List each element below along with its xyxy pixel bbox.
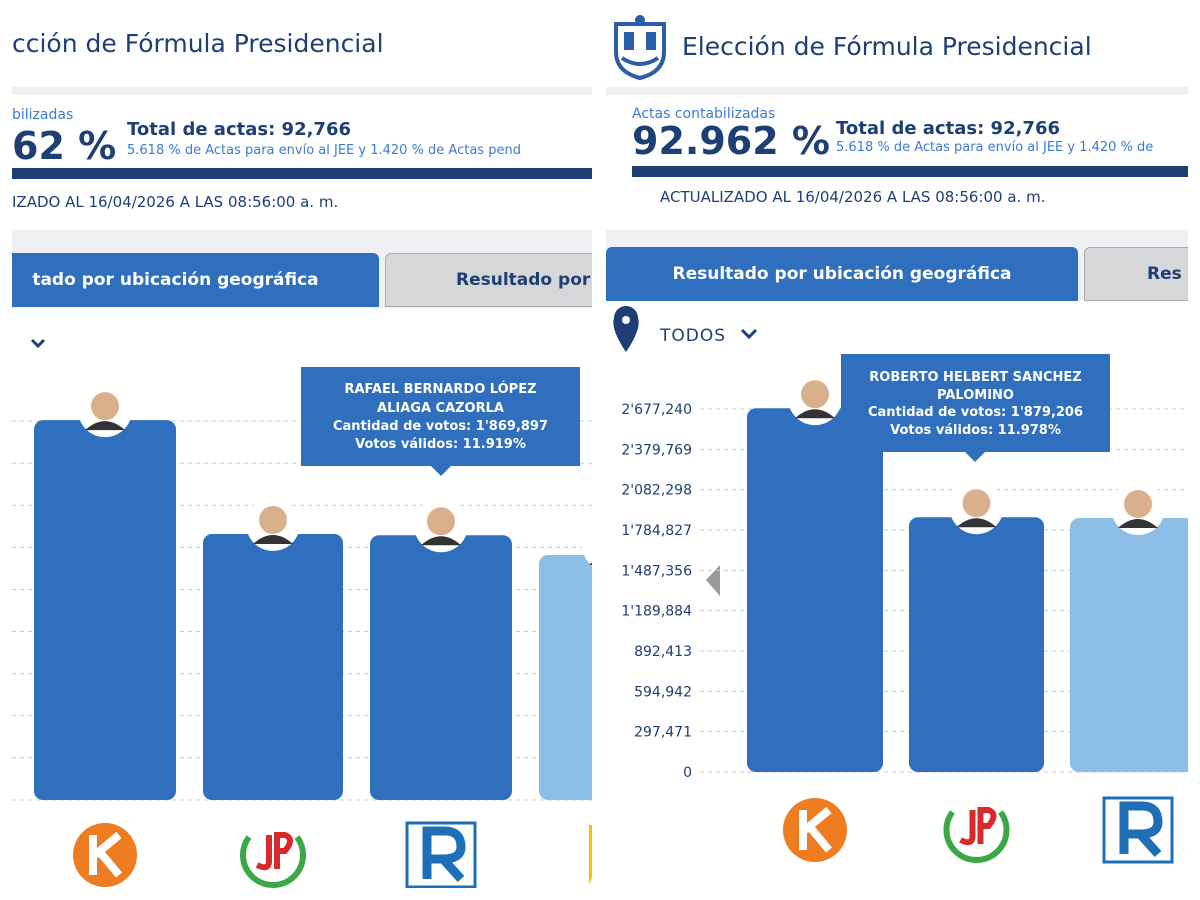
tooltip-line: Votos válidos: 11.978% bbox=[890, 423, 1061, 438]
bar bbox=[1070, 518, 1188, 772]
progress-bar bbox=[632, 166, 1188, 177]
tab-other[interactable]: Resultado por bbox=[385, 253, 592, 307]
progress-bar bbox=[12, 168, 592, 179]
chart: RAFAEL BERNARDO LÓPEZ ALIAGA CAZORLA Canti… bbox=[12, 338, 592, 888]
total-actas: Total de actas: 92,766 bbox=[127, 119, 352, 140]
dropdown-chevron[interactable] bbox=[740, 328, 758, 340]
title: cción de Fórmula Presidencial bbox=[12, 29, 384, 58]
actas-percent: 62 % bbox=[12, 124, 117, 168]
bar bbox=[34, 420, 176, 800]
y-tick-label: 2'379,769 bbox=[621, 442, 692, 458]
candidate-photo-face bbox=[1124, 490, 1152, 519]
y-tick-label: 594,942 bbox=[634, 684, 692, 700]
header bbox=[606, 12, 1188, 87]
bar bbox=[909, 517, 1044, 772]
actas-label: Actas contabilizadas bbox=[632, 106, 776, 122]
tooltip bbox=[301, 367, 580, 466]
candidate-photo-body bbox=[589, 562, 592, 565]
party-logo-mark bbox=[255, 832, 293, 871]
y-tick-label: 1'784,827 bbox=[621, 523, 692, 539]
screen-left: cción de Fórmula Presidencial bilizadas … bbox=[12, 12, 592, 888]
party-logo-mark bbox=[1119, 801, 1163, 858]
updated: IZADO AL 16/04/2026 A LAS 08:56:00 a. m. bbox=[12, 193, 339, 211]
candidate-photo-face bbox=[801, 380, 829, 409]
party-logo bbox=[240, 835, 306, 888]
header bbox=[12, 12, 592, 87]
bar bbox=[747, 408, 883, 772]
bar bbox=[370, 535, 512, 800]
actas-note: 5.618 % de Actas para envío al JEE y 1.4… bbox=[127, 143, 521, 158]
candidate-photo-body bbox=[956, 518, 997, 528]
y-tick-label: 0 bbox=[683, 765, 692, 781]
candidate-photo-body bbox=[795, 409, 835, 419]
tooltip-line: Cantidad de votos: 1'869,897 bbox=[333, 419, 548, 434]
tooltip-line: Votos válidos: 11.919% bbox=[355, 437, 526, 452]
chart: TODOS 0 297,471 594,942 892,413 1'189,884 1'4… bbox=[613, 306, 1188, 864]
location-pin bbox=[613, 306, 639, 352]
bar bbox=[539, 554, 592, 800]
bar bbox=[203, 533, 343, 800]
candidate-photo-face bbox=[427, 507, 455, 536]
party-logo bbox=[589, 825, 592, 885]
actas-card bbox=[606, 95, 1188, 230]
total-actas: Total de actas: 92,766 bbox=[836, 118, 1061, 139]
party-logo bbox=[943, 810, 1010, 863]
tab-other[interactable]: Res bbox=[1084, 247, 1188, 301]
tooltip-line: PALOMINO bbox=[937, 388, 1014, 403]
candidate-photo-body bbox=[1118, 519, 1158, 529]
party-logo-mark bbox=[799, 806, 833, 853]
tooltip bbox=[841, 354, 1110, 452]
dropdown-chevron[interactable] bbox=[30, 338, 46, 349]
tooltip-line: RAFAEL BERNARDO LÓPEZ bbox=[344, 381, 536, 397]
candidate-photo-body bbox=[85, 421, 125, 431]
actas-note: 5.618 % de Actas para envío al JEE y 1.4… bbox=[836, 140, 1154, 155]
candidate-photo-body bbox=[421, 536, 461, 546]
y-tick-label: 297,471 bbox=[634, 725, 692, 741]
tooltip-line: ROBERTO HELBERT SANCHEZ bbox=[869, 370, 1081, 385]
party-logo-mark bbox=[959, 807, 997, 846]
candidate-photo-face bbox=[962, 489, 991, 518]
screen-right: Elección de Fórmula Presidencial Actas c… bbox=[606, 12, 1188, 888]
tooltip-pointer bbox=[965, 452, 985, 462]
scroll-arrow[interactable] bbox=[706, 565, 720, 596]
tab-geo[interactable]: Resultado por ubicación geográfica bbox=[606, 247, 1078, 301]
y-tick-label: 2'082,298 bbox=[621, 483, 692, 499]
candidate-photo-face bbox=[91, 392, 119, 421]
y-tick-label: 1'189,884 bbox=[621, 604, 692, 620]
party-logo-mark bbox=[89, 831, 123, 878]
actas-label: bilizadas bbox=[12, 107, 74, 123]
updated: ACTUALIZADO AL 16/04/2026 A LAS 08:56:00… bbox=[660, 188, 1046, 206]
tooltip-pointer bbox=[431, 466, 451, 476]
location-filter[interactable]: TODOS bbox=[659, 326, 726, 346]
tooltip-line: ALIAGA CAZORLA bbox=[377, 401, 504, 416]
actas-percent: 92.962 % bbox=[632, 119, 830, 163]
actas-card bbox=[12, 95, 592, 230]
y-tick-label: 1'487,356 bbox=[621, 563, 692, 579]
title: Elección de Fórmula Presidencial bbox=[682, 32, 1092, 61]
party-logo-mark bbox=[422, 826, 466, 883]
y-tick-label: 2'677,240 bbox=[621, 402, 692, 418]
tab-geo[interactable]: tado por ubicación geográfica bbox=[12, 253, 379, 307]
candidate-photo-face bbox=[259, 505, 287, 534]
logo bbox=[614, 15, 666, 81]
candidate-photo bbox=[582, 523, 592, 566]
candidate-photo-body bbox=[253, 534, 293, 544]
tooltip-line: Cantidad de votos: 1'879,206 bbox=[868, 405, 1083, 420]
y-tick-label: 892,413 bbox=[634, 644, 692, 660]
location-pin-dot bbox=[622, 316, 630, 324]
